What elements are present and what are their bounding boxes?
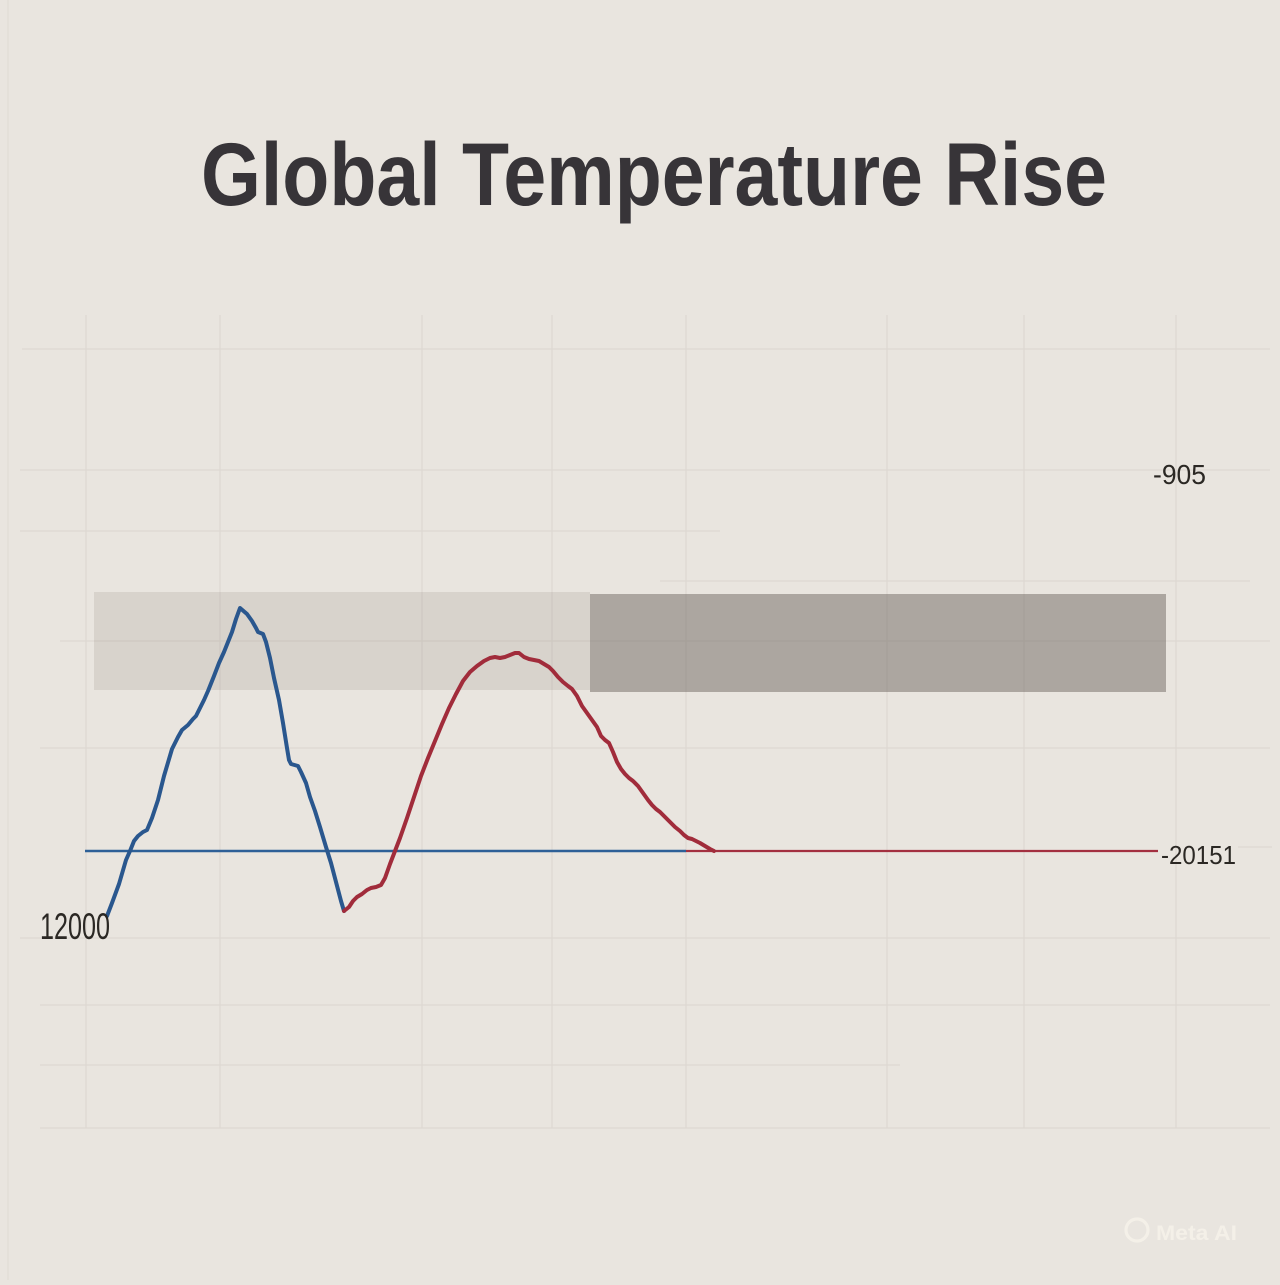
svg-text:-20151: -20151 [1161,840,1236,870]
svg-text:Meta AI: Meta AI [1156,1221,1237,1245]
svg-text:-905: -905 [1153,459,1206,490]
svg-text:Global Temperature Rise: Global Temperature Rise [201,124,1107,224]
svg-text:12000: 12000 [40,906,110,947]
